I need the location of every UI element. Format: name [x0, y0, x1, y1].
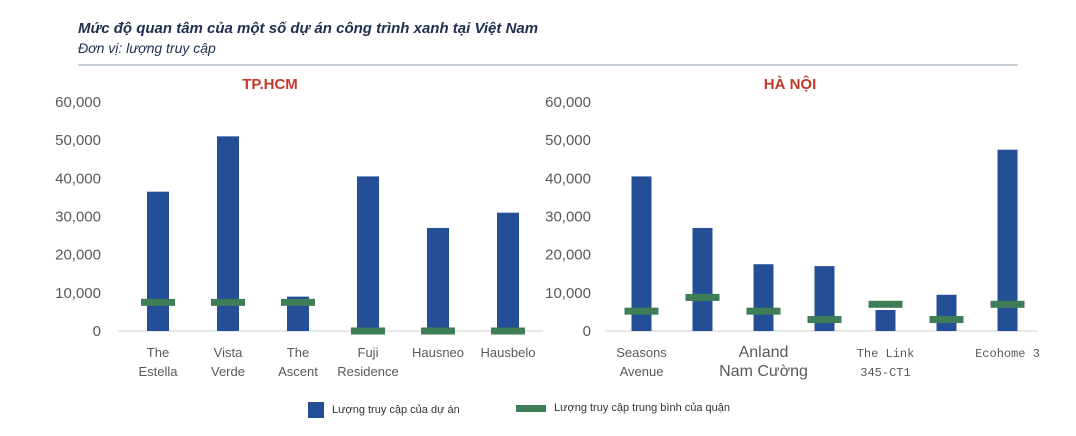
bar-hcm — [217, 136, 239, 331]
chart-subtitle: Đơn vị: lượng truy cập — [78, 40, 216, 56]
category-label-hn: Ecohome 3 — [975, 347, 1040, 361]
y-tick-label-hcm: 50,000 — [55, 132, 101, 149]
bar-hcm — [147, 191, 169, 331]
avg-marker-hn — [685, 293, 720, 301]
legend-swatch-avg — [516, 404, 546, 412]
avg-marker-hn — [929, 316, 964, 324]
category-label-hn: 345-CT1 — [860, 366, 910, 380]
avg-marker-hcm — [351, 327, 385, 335]
y-tick-label-hn: 10,000 — [545, 285, 591, 302]
avg-marker-hcm — [211, 298, 245, 306]
category-label-hn: Seasons — [616, 345, 667, 360]
category-label-hcm: Verde — [211, 364, 245, 379]
avg-marker-hcm — [281, 298, 315, 306]
category-label-hcm: Ascent — [278, 364, 318, 379]
y-tick-label-hcm: 10,000 — [55, 285, 101, 302]
category-label-hn: Avenue — [620, 364, 664, 379]
category-label-hcm: Hausneo — [412, 345, 464, 360]
category-label-hn: Anland — [739, 344, 789, 361]
category-label-hcm: Estella — [138, 364, 178, 379]
bar-hn — [875, 310, 896, 331]
avg-marker-hcm — [141, 298, 175, 306]
panel-title-hn: HÀ NỘI — [764, 75, 817, 93]
bar-hn — [814, 266, 835, 331]
category-label-hcm: Vista — [214, 345, 243, 360]
legend-item-avg: Lượng truy cập trung bình của quận — [516, 402, 730, 414]
y-tick-label-hcm: 60,000 — [55, 94, 101, 111]
bar-hn — [997, 149, 1018, 331]
panel-title-hcm: TP.HCM — [242, 76, 298, 93]
y-tick-label-hn: 40,000 — [545, 170, 591, 187]
bar-hn — [936, 294, 957, 331]
avg-marker-hn — [868, 300, 903, 308]
avg-marker-hn — [807, 316, 842, 324]
legend-swatch-bar — [308, 402, 324, 418]
chart-frame — [30, 0, 1048, 436]
bar-hn — [631, 176, 652, 331]
category-label-hcm: Hausbelo — [481, 345, 536, 360]
bar-hcm — [427, 227, 449, 331]
y-tick-label-hcm: 20,000 — [55, 247, 101, 264]
category-label-hcm: Fuji — [358, 345, 379, 360]
y-tick-label-hn: 50,000 — [545, 132, 591, 149]
avg-marker-hcm — [491, 327, 525, 335]
category-label-hn: The Link — [857, 347, 915, 361]
avg-marker-hn — [624, 307, 659, 315]
bar-hcm — [357, 176, 379, 331]
avg-marker-hn — [746, 307, 781, 315]
title-divider — [78, 64, 1018, 66]
category-label-hcm: The — [147, 345, 169, 360]
category-label-hcm: Residence — [337, 364, 398, 379]
legend-item-bar: Lượng truy cập của dự án — [308, 402, 460, 418]
legend-label-avg: Lượng truy cập trung bình của quận — [554, 402, 731, 414]
bar-hn — [692, 227, 713, 331]
avg-marker-hn — [990, 300, 1025, 308]
y-tick-label-hcm: 40,000 — [55, 170, 101, 187]
bar-hcm — [497, 212, 519, 331]
y-tick-label-hcm: 0 — [93, 323, 101, 340]
legend-label-bar: Lượng truy cập của dự án — [332, 404, 460, 416]
y-tick-label-hn: 0 — [583, 323, 591, 340]
y-tick-label-hn: 60,000 — [545, 94, 591, 111]
y-tick-label-hn: 20,000 — [545, 247, 591, 264]
category-label-hn: Nam Cường — [719, 363, 808, 380]
y-tick-label-hn: 30,000 — [545, 209, 591, 226]
bar-hn — [753, 264, 774, 331]
y-tick-label-hcm: 30,000 — [55, 209, 101, 226]
chart-title: Mức độ quan tâm của một số dự án công tr… — [78, 20, 539, 37]
avg-marker-hcm — [421, 327, 455, 335]
category-label-hcm: The — [287, 345, 309, 360]
